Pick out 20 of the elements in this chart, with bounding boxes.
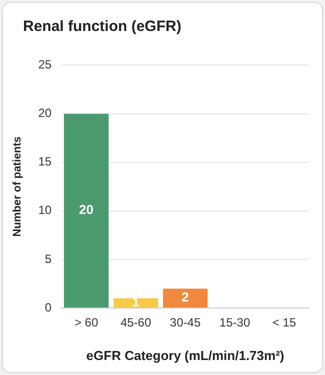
- x-tick-label: 30-45: [170, 316, 201, 330]
- x-tick-label: 15-30: [219, 316, 250, 330]
- y-tick-label: 25: [38, 58, 52, 72]
- y-tick-label: 5: [44, 252, 52, 266]
- bar: [64, 114, 109, 308]
- x-tick-label: < 15: [272, 316, 296, 330]
- bar: [113, 298, 158, 308]
- chart-title: Renal function (eGFR): [23, 18, 182, 35]
- y-tick-label: 10: [38, 203, 52, 218]
- y-axis-title: Number of patients: [12, 136, 24, 237]
- data-label: 1: [132, 294, 140, 310]
- x-tick-label: > 60: [74, 316, 98, 330]
- y-tick-label: 0: [44, 300, 52, 314]
- x-axis-title: eGFR Category (mL/min/1.73m²): [86, 348, 284, 363]
- x-tick-label: 45-60: [120, 316, 152, 330]
- bar: [162, 288, 208, 308]
- data-label: 2: [182, 290, 189, 305]
- y-tick-label: 15: [38, 154, 52, 169]
- y-tick-label: 20: [38, 106, 52, 120]
- data-label: 20: [79, 202, 94, 218]
